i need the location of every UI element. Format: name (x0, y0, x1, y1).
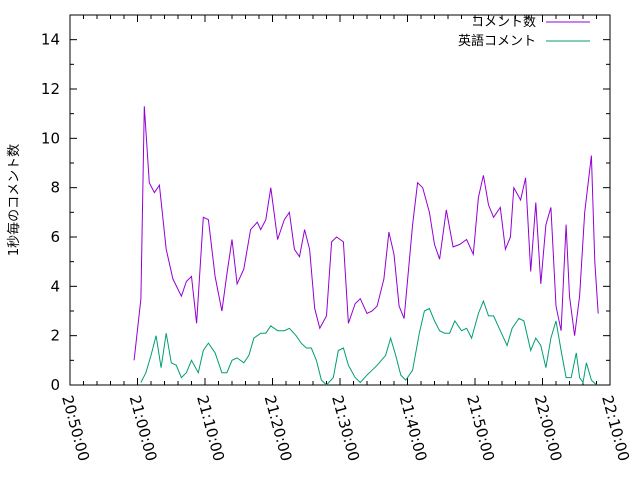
x-tick-label: 21:20:00 (261, 393, 296, 463)
legend-label-0: コメント数 (471, 15, 536, 30)
x-tick-label: 22:10:00 (598, 393, 633, 463)
x-tick-label: 22:00:00 (531, 393, 566, 463)
y-tick-label: 10 (41, 129, 60, 147)
y-axis-label: 1秒毎のコメント数 (6, 144, 22, 256)
y-tick-label: 14 (41, 31, 60, 49)
y-tick-label: 0 (50, 376, 60, 394)
x-tick-label: 21:10:00 (193, 393, 228, 463)
y-tick-label: 6 (50, 228, 60, 246)
x-tick-label: 20:50:00 (58, 393, 93, 463)
y-tick-label: 4 (50, 277, 60, 295)
legend-label-1: 英語コメント (458, 33, 536, 49)
x-axis: 20:50:00 21:00:00 21:10:00 21:20:00 21:30:00… (58, 15, 633, 463)
y-tick-label: 8 (50, 179, 60, 197)
y-axis: 0 2 4 6 8 10 12 14 (41, 31, 610, 394)
series-line-1 (140, 299, 597, 386)
x-tick-label: 21:40:00 (396, 393, 431, 463)
y-tick-label: 2 (50, 327, 60, 345)
x-tick-label: 21:00:00 (126, 393, 161, 463)
series-line-0 (133, 106, 599, 361)
x-tick-label: 21:50:00 (463, 393, 498, 463)
series-layer (133, 106, 599, 386)
x-tick-label: 21:30:00 (328, 393, 363, 463)
plot-frame (69, 14, 611, 386)
y-tick-label: 12 (41, 80, 60, 98)
